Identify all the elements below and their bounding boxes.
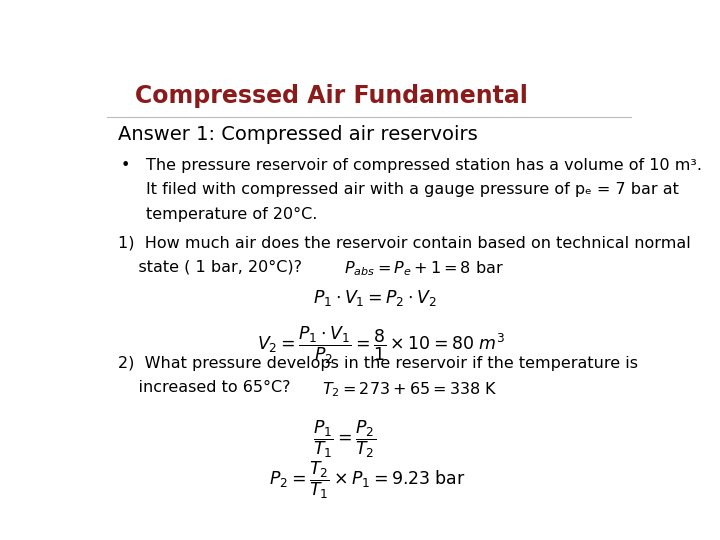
Text: state ( 1 bar, 20°C)?: state ( 1 bar, 20°C)? — [118, 259, 302, 274]
Text: It filed with compressed air with a gauge pressure of pₑ = 7 bar at: It filed with compressed air with a gaug… — [145, 183, 679, 198]
Text: $P_2 = \dfrac{T_2}{T_1} \times P_1 = 9.23$ bar: $P_2 = \dfrac{T_2}{T_1} \times P_1 = 9.2… — [269, 460, 465, 501]
Text: Compressed Air Fundamental: Compressed Air Fundamental — [135, 84, 528, 107]
Text: $P_1 \cdot V_1 = P_2 \cdot V_2$: $P_1 \cdot V_1 = P_2 \cdot V_2$ — [313, 288, 437, 308]
Text: The pressure reservoir of compressed station has a volume of 10 m³.: The pressure reservoir of compressed sta… — [145, 158, 702, 173]
Text: 2)  What pressure develops in the reservoir if the temperature is: 2) What pressure develops in the reservo… — [118, 356, 638, 371]
Text: $T_2 = 273 + 65 = 338$ K: $T_2 = 273 + 65 = 338$ K — [322, 380, 498, 399]
Text: •: • — [121, 158, 130, 173]
Text: temperature of 20°C.: temperature of 20°C. — [145, 207, 318, 221]
Text: increased to 65°C?: increased to 65°C? — [118, 380, 290, 395]
Text: 1)  How much air does the reservoir contain based on technical normal: 1) How much air does the reservoir conta… — [118, 235, 690, 250]
Text: $\dfrac{P_1}{T_1} = \dfrac{P_2}{T_2}$: $\dfrac{P_1}{T_1} = \dfrac{P_2}{T_2}$ — [313, 418, 377, 460]
Text: Answer 1: Compressed air reservoirs: Answer 1: Compressed air reservoirs — [118, 125, 477, 144]
Text: $P_{abs} = P_e + 1 = 8$ bar: $P_{abs} = P_e + 1 = 8$ bar — [344, 259, 504, 278]
Text: $V_2 = \dfrac{P_1 \cdot V_1}{P_2} = \dfrac{8}{1} \times 10 = 80\ m^3$: $V_2 = \dfrac{P_1 \cdot V_1}{P_2} = \dfr… — [258, 325, 505, 366]
